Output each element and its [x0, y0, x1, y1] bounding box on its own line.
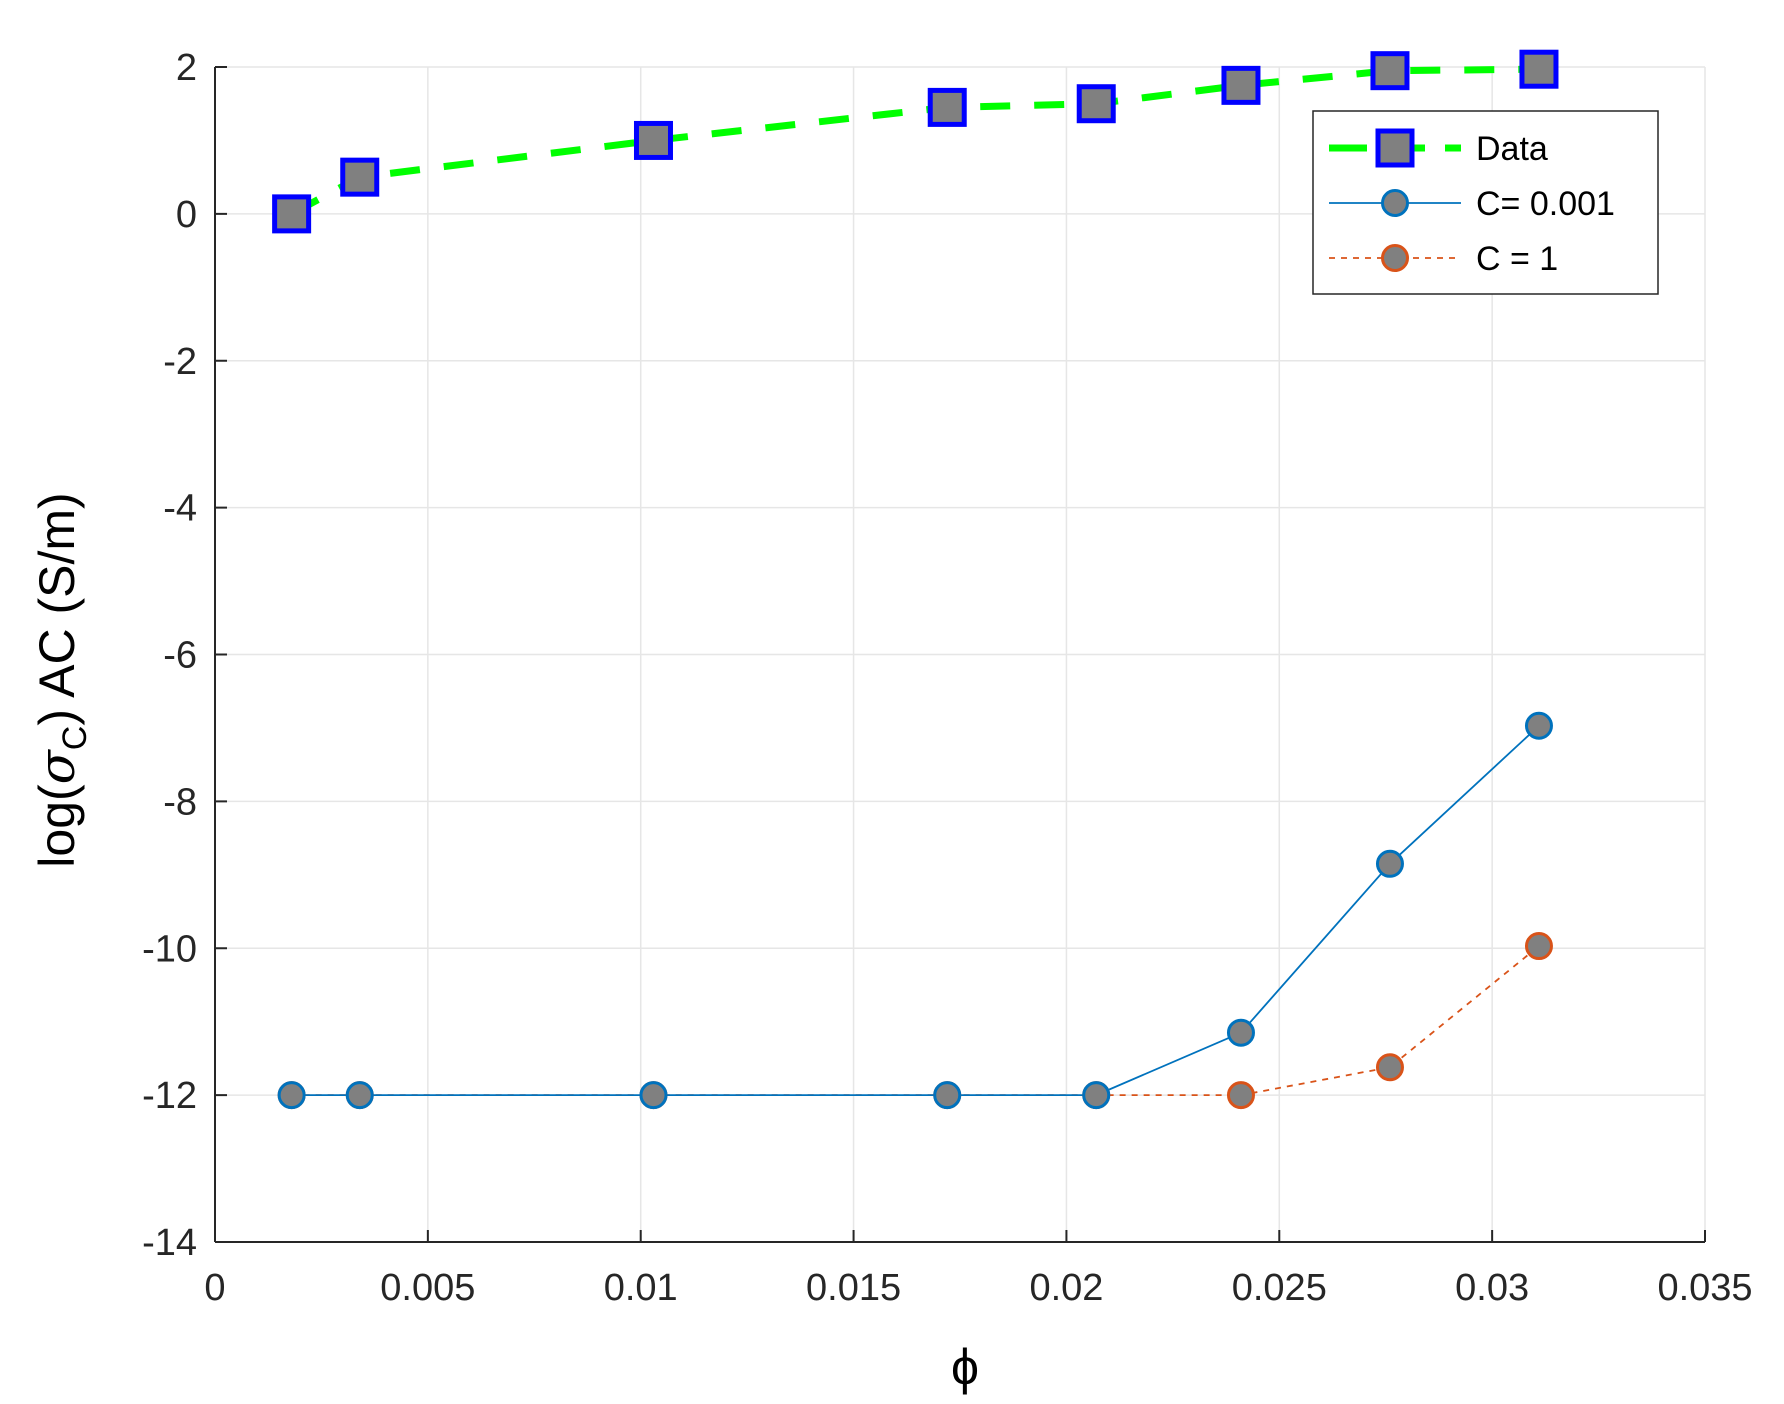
y-tick-label: -2: [163, 341, 197, 383]
y-tick-label: -14: [142, 1222, 197, 1264]
data-point-series-2: [933, 1081, 962, 1110]
data-point-series-2: [277, 1081, 306, 1110]
x-tick-label: 0.015: [806, 1267, 901, 1309]
legend: Data C= 0.001 C = 1: [1312, 110, 1659, 295]
x-tick-label: 0.02: [1029, 1267, 1103, 1309]
legend-label: C = 1: [1476, 240, 1558, 278]
legend-marker: [1375, 128, 1415, 168]
data-point-series-2: [1082, 1081, 1111, 1110]
data-point-series-2: [1226, 1018, 1255, 1047]
y-tick-label: -4: [163, 488, 197, 530]
y-axis-title: log(σC) AC (S/m): [28, 492, 94, 867]
series-line-1: [289, 65, 1540, 217]
series-layer: [272, 49, 1559, 1110]
legend-marker: [1381, 244, 1409, 272]
data-point-series-3: [1524, 932, 1553, 961]
data-point-series-3: [1226, 1081, 1255, 1110]
data-point-series-1: [340, 157, 380, 197]
x-tick-label: 0.005: [380, 1267, 475, 1309]
y-tick-label: -8: [163, 781, 197, 823]
series-line-2: [291, 725, 1540, 1097]
data-point-series-1: [272, 194, 312, 234]
data-point-series-3: [1375, 1053, 1404, 1082]
data-point-series-2: [639, 1081, 668, 1110]
y-axis-title-symbol: σ: [28, 748, 86, 784]
y-axis-title-subscript: C: [56, 726, 94, 751]
data-point-series-1: [1370, 51, 1410, 91]
data-point-series-1: [1221, 65, 1261, 105]
data-point-series-1: [633, 120, 673, 160]
y-tick-label: 0: [176, 194, 197, 236]
x-tick-label: 0.01: [604, 1267, 678, 1309]
legend-marker: [1381, 189, 1409, 217]
y-tick-label: 2: [176, 47, 197, 89]
x-axis-title: ϕ: [951, 1339, 979, 1395]
x-tick-label: 0.035: [1657, 1267, 1752, 1309]
y-tick-label: -10: [142, 928, 197, 970]
data-point-series-1: [1076, 84, 1116, 124]
data-point-series-1: [1519, 49, 1559, 89]
x-tick-label: 0: [204, 1267, 225, 1309]
data-point-series-2: [1524, 711, 1553, 740]
data-point-series-2: [1375, 849, 1404, 878]
y-tick-label: -6: [163, 635, 197, 677]
y-axis-title-suffix: ) AC (S/m): [29, 492, 85, 725]
y-axis-title-prefix: log(: [29, 784, 85, 868]
x-tick-label: 0.03: [1455, 1267, 1529, 1309]
data-point-series-2: [345, 1081, 374, 1110]
legend-label: C= 0.001: [1476, 185, 1615, 223]
x-tick-label: 0.025: [1232, 1267, 1327, 1309]
axes: [214, 66, 1706, 1243]
data-point-series-1: [927, 87, 967, 127]
tick-labels: 0 0.005 0.01 0.015 0.02 0.025 0.03 0.035 -14 -12 -…: [142, 47, 1752, 1309]
y-tick-label: -12: [142, 1075, 197, 1117]
legend-label: Data: [1476, 130, 1548, 168]
